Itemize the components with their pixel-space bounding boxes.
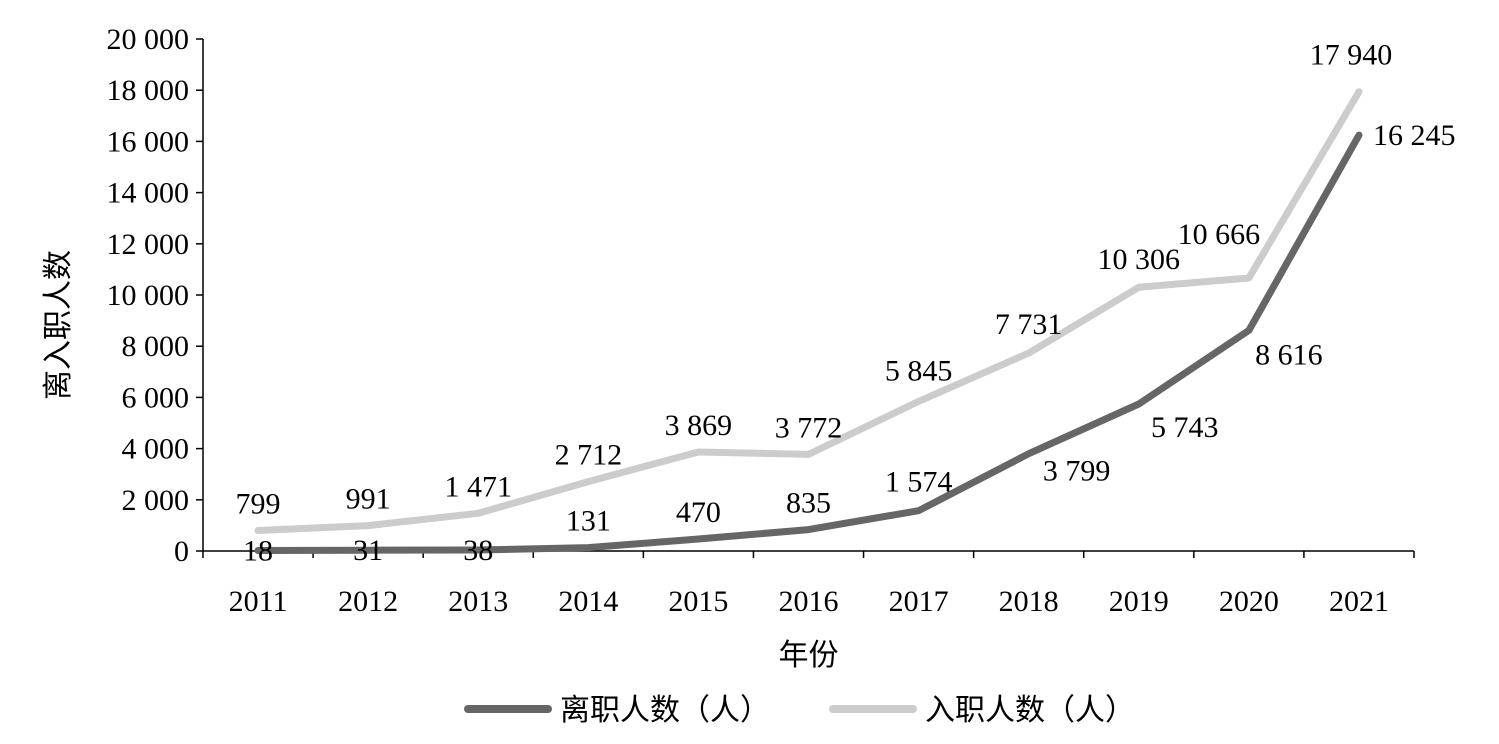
- x-axis-title: 年份: [779, 638, 839, 673]
- y-tick-label: 20 000: [107, 23, 190, 56]
- y-tick-label: 12 000: [107, 228, 190, 261]
- x-tick-label: 2017: [889, 585, 949, 618]
- data-label-hires: 2 712: [555, 439, 623, 472]
- y-tick-label: 10 000: [107, 279, 190, 312]
- y-tick-label: 14 000: [107, 177, 190, 210]
- y-tick-label: 4 000: [122, 433, 190, 466]
- data-label-hires: 3 772: [775, 411, 843, 444]
- data-label-hires: 1 471: [444, 470, 512, 503]
- y-tick-label: 8 000: [122, 330, 190, 363]
- series-line-departures: [254, 131, 1363, 554]
- data-label-hires: 5 845: [885, 354, 953, 387]
- data-label-hires: 7 731: [995, 308, 1063, 341]
- x-tick-label: 2015: [668, 585, 728, 618]
- y-axis-ticks: 0 2 000 4 000 6 000 8 000 10 000 12 000 14 000 1…: [107, 23, 203, 568]
- legend-item-departures: 离职人数（人）: [464, 693, 770, 728]
- data-label-hires: 10 666: [1178, 218, 1261, 251]
- series-line-hires: [254, 88, 1363, 534]
- legend-label: 入职人数（人）: [925, 693, 1135, 728]
- y-tick-label: 6 000: [122, 381, 190, 414]
- y-axis-title: 离入职人数: [41, 250, 76, 400]
- legend: 离职人数（人） 入职人数（人）: [464, 693, 1135, 728]
- legend-label: 离职人数（人）: [560, 693, 770, 728]
- data-label-departures: 470: [676, 496, 721, 529]
- data-label-departures: 131: [566, 505, 611, 538]
- data-label-departures: 5 743: [1151, 411, 1219, 444]
- data-label-departures: 38: [463, 534, 493, 567]
- data-label-departures: 18: [243, 535, 273, 568]
- data-label-hires: 3 869: [665, 409, 733, 442]
- data-labels: 18 31 38 131 470 835 1 574 3 799 5 743 8 616 16 24…: [236, 39, 1456, 568]
- x-tick-label: 2011: [229, 585, 288, 618]
- data-label-hires: 991: [346, 483, 391, 516]
- x-tick-label: 2021: [1329, 585, 1389, 618]
- x-tick-label: 2012: [338, 585, 398, 618]
- data-label-departures: 3 799: [1043, 455, 1111, 488]
- x-tick-label: 2014: [558, 585, 618, 618]
- y-tick-label: 16 000: [107, 125, 190, 158]
- x-tick-label: 2016: [779, 585, 839, 618]
- data-label-departures: 8 616: [1255, 338, 1323, 371]
- x-tick-label: 2018: [999, 585, 1059, 618]
- data-label-hires: 17 940: [1310, 39, 1393, 72]
- y-tick-label: 18 000: [107, 74, 190, 107]
- data-label-departures: 835: [786, 487, 831, 520]
- legend-item-hires: 入职人数（人）: [829, 693, 1135, 728]
- series-lines: [254, 88, 1363, 554]
- data-label-hires: 799: [236, 488, 281, 521]
- y-tick-label: 0: [174, 535, 189, 568]
- data-label-departures: 31: [353, 534, 383, 567]
- axes: [202, 39, 1414, 552]
- x-axis-ticks: 2011 2012 2013 2014 2015 2016 2017 2018 2019 2020…: [202, 551, 1415, 618]
- x-tick-label: 2013: [448, 585, 508, 618]
- y-tick-label: 2 000: [122, 484, 190, 517]
- data-label-departures: 16 245: [1373, 119, 1456, 152]
- data-label-departures: 1 574: [885, 466, 953, 499]
- x-tick-label: 2020: [1219, 585, 1279, 618]
- x-tick-label: 2019: [1109, 585, 1169, 618]
- data-label-hires: 10 306: [1098, 243, 1181, 276]
